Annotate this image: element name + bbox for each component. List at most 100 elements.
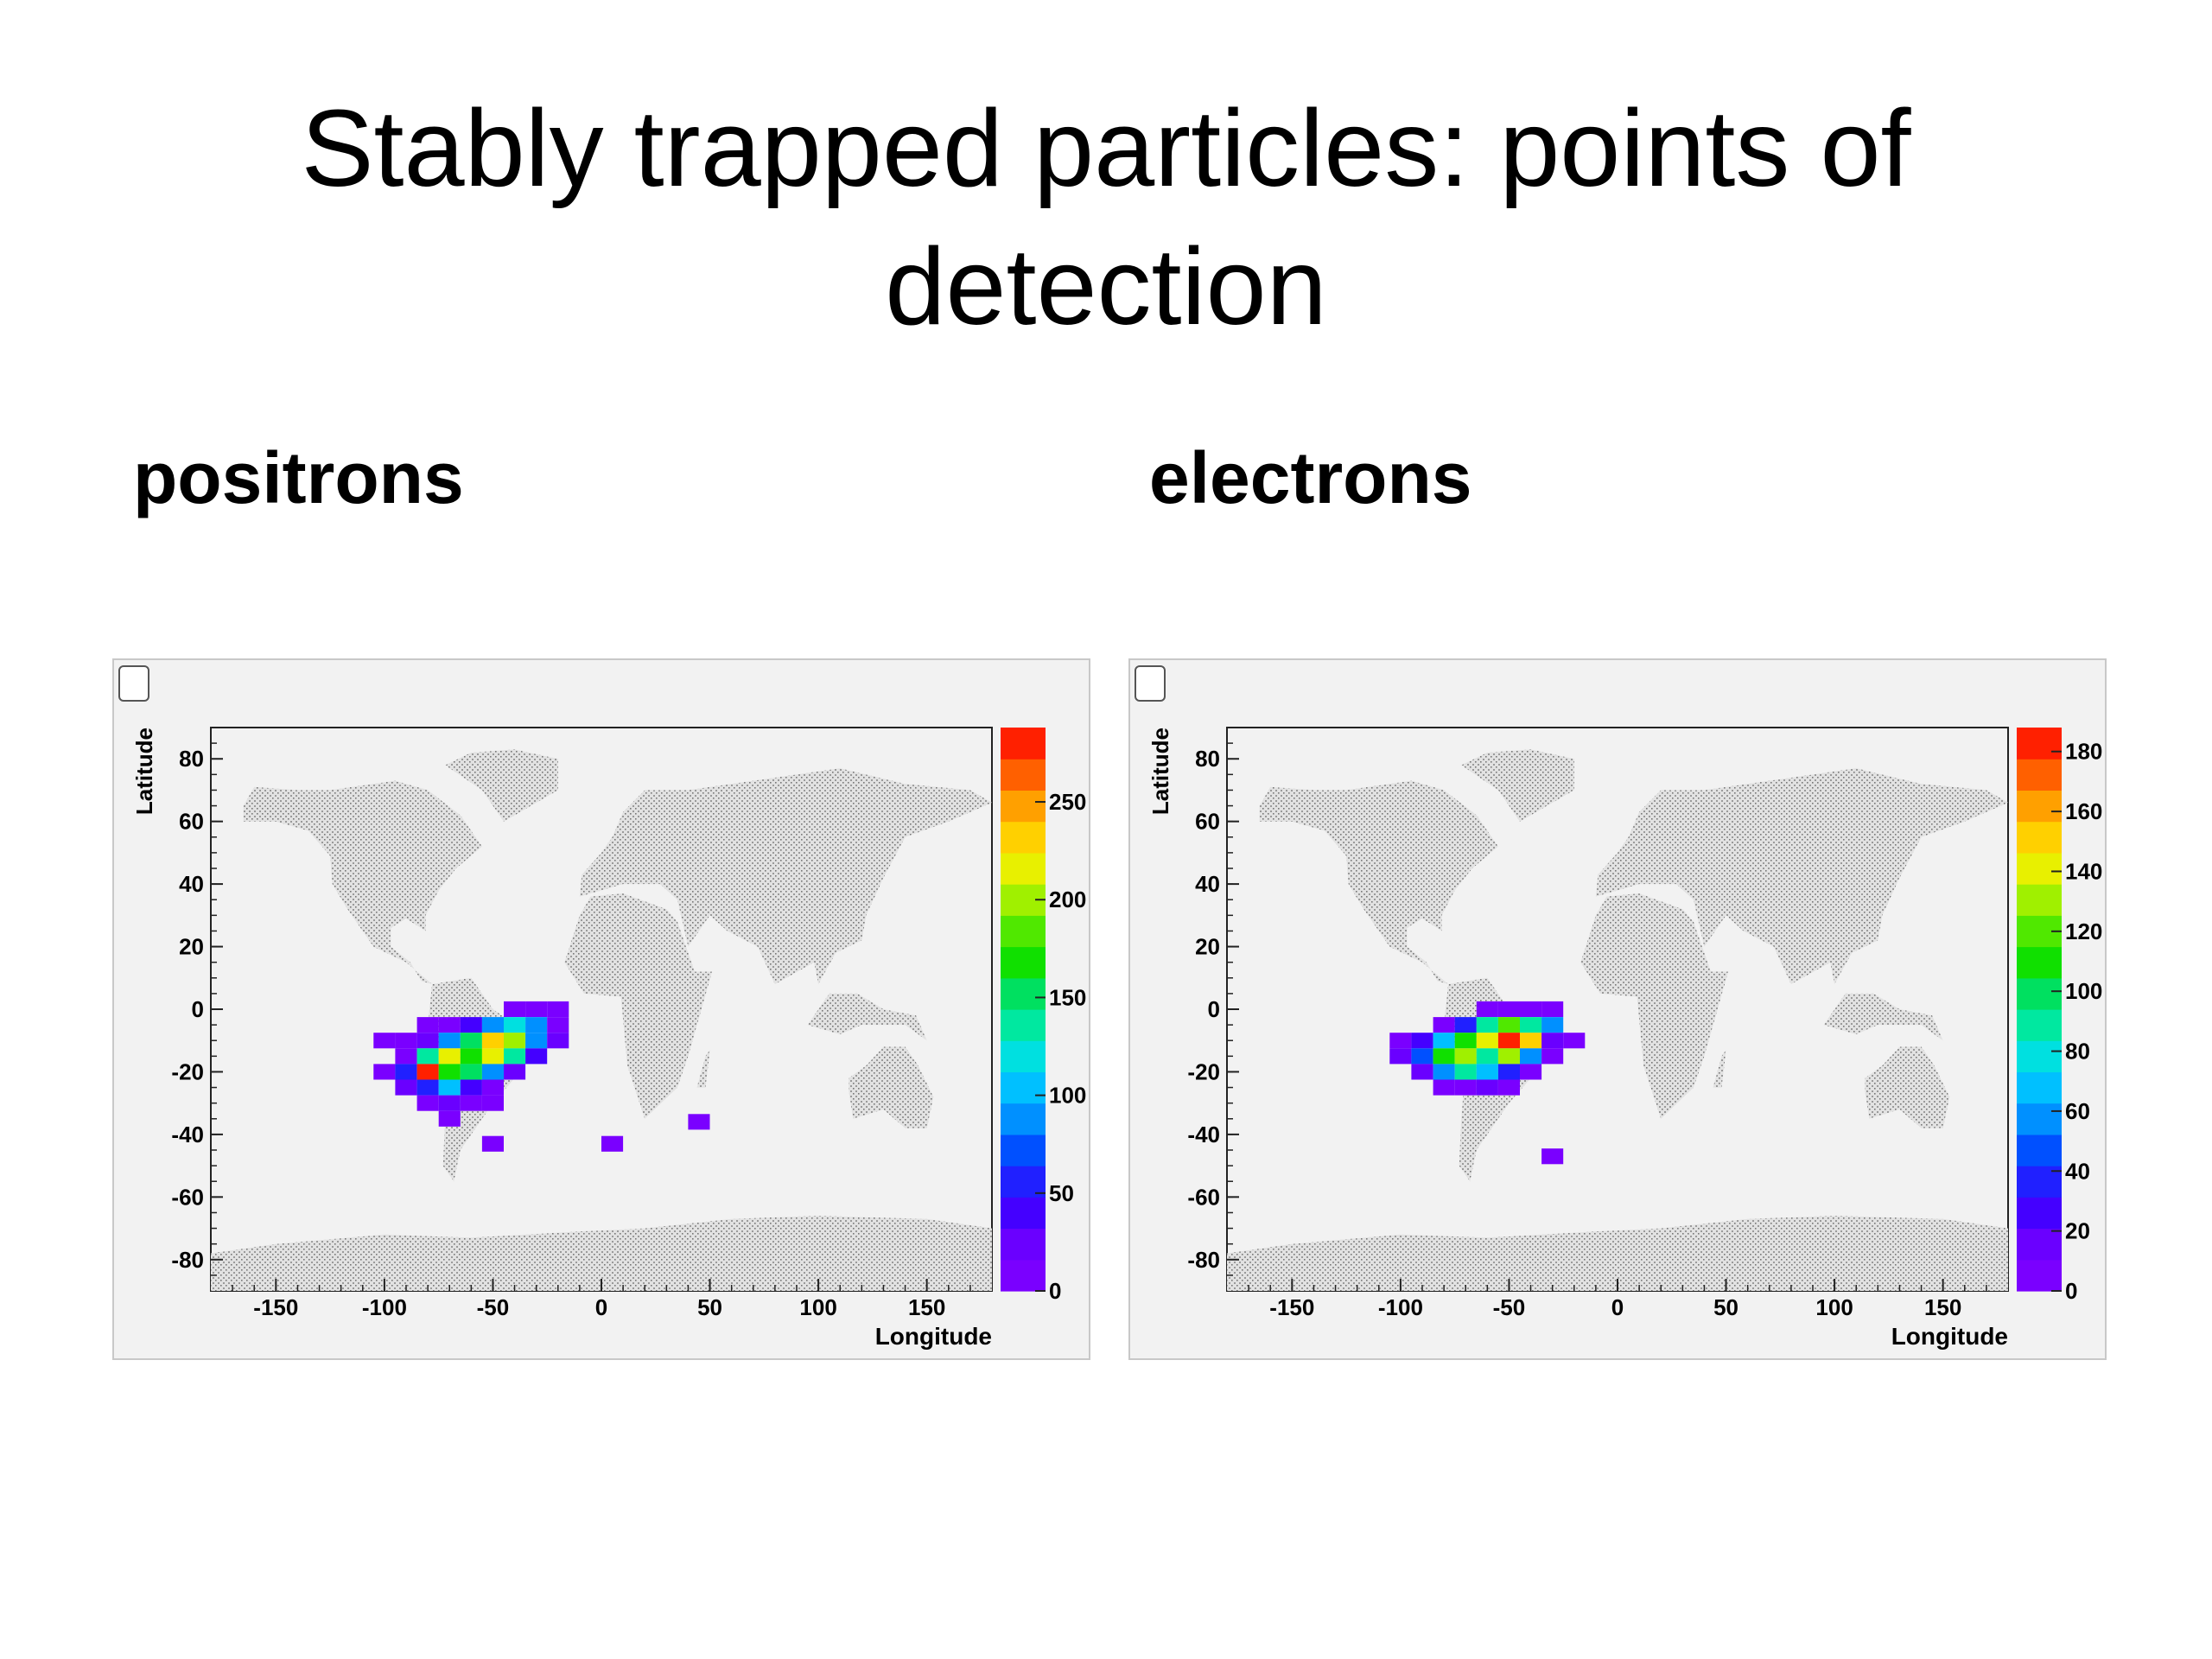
heatmap-cell — [1497, 1048, 1520, 1065]
colorbar-segment — [1001, 728, 1046, 760]
heatmap-cell — [395, 1033, 417, 1049]
heatmap-cell — [481, 1095, 504, 1111]
heatmap-cell — [547, 1017, 569, 1033]
x-tick-label: -100 — [362, 1294, 407, 1320]
positrons-label: positrons — [133, 437, 464, 518]
frame-toggle-icon — [1135, 665, 1166, 702]
heatmap-cell — [504, 1064, 526, 1080]
heatmap-cell — [547, 1001, 569, 1017]
heatmap-cell — [1497, 1017, 1520, 1033]
y-tick-label: -40 — [1187, 1122, 1220, 1147]
colorbar-segment — [1001, 1071, 1046, 1104]
colorbar-segment — [1001, 1009, 1046, 1041]
colorbar-tick-label: 100 — [2065, 978, 2102, 1004]
colorbar-segment — [1001, 1103, 1046, 1135]
colorbar-tick-label: 120 — [2065, 918, 2102, 944]
slide-title: Stably trapped particles: points of dete… — [301, 87, 1911, 347]
heatmap-cell — [1541, 1148, 1564, 1165]
colorbar-tick-label: 80 — [2065, 1039, 2090, 1065]
landmass-3 — [564, 893, 713, 1119]
colorbar-segment — [2017, 821, 2062, 854]
heatmap-cell — [1541, 1017, 1564, 1033]
colorbar-segment — [1001, 790, 1046, 823]
heatmap-cell — [460, 1095, 482, 1111]
y-tick-label: -40 — [171, 1122, 204, 1147]
electrons-chart-panel: -150 -100 -50 0 50 100 150 80 60 40 20 0 -20 -40 -60 -8… — [1128, 658, 2107, 1360]
heatmap-cell — [416, 1095, 439, 1111]
colorbar-tick-label: 250 — [1049, 789, 1086, 815]
y-tick-label: -20 — [1187, 1058, 1220, 1084]
y-tick-label: 60 — [179, 809, 204, 835]
heatmap-cell — [1433, 1033, 1455, 1049]
y-tick-label: 20 — [179, 934, 204, 960]
colorbar-tick-label: 100 — [1049, 1083, 1086, 1109]
y-axis-label: Latitude — [1147, 728, 1173, 815]
y-tick-label: 0 — [192, 996, 204, 1022]
colorbar-segment — [2017, 1071, 2062, 1104]
landmass-7 — [1823, 993, 1943, 1041]
heatmap-cell — [438, 1079, 461, 1096]
colorbar-tick-label: 180 — [2065, 739, 2102, 765]
heatmap-cell — [504, 1017, 526, 1033]
heatmap-cell — [1454, 1079, 1477, 1096]
heatmap-cell — [1433, 1064, 1455, 1080]
heatmap-cell — [416, 1064, 439, 1080]
colorbar-tick-label: 40 — [2065, 1158, 2090, 1184]
heatmap-cell — [1476, 1079, 1498, 1096]
colorbar-segment — [1001, 946, 1046, 979]
heatmap-cell — [1433, 1048, 1455, 1065]
colorbar-segment — [2017, 1040, 2062, 1072]
heatmap-cell — [438, 1033, 461, 1049]
x-axis-label: Longitude — [1891, 1323, 2008, 1350]
heatmap-cell — [481, 1048, 504, 1065]
y-tick-label: 40 — [1195, 871, 1220, 897]
heatmap-cell — [481, 1017, 504, 1033]
x-tick-label: -50 — [1493, 1294, 1526, 1320]
colorbar-tick-label: 160 — [2065, 798, 2102, 824]
heatmap-cell — [395, 1048, 417, 1065]
heatmap-cell — [416, 1048, 439, 1065]
heatmap-cell — [481, 1079, 504, 1096]
colorbar-tick-label: 0 — [1049, 1278, 1061, 1304]
heatmap-cell — [1411, 1048, 1433, 1065]
y-tick-label: 20 — [1195, 934, 1220, 960]
heatmap-cell — [1497, 1064, 1520, 1080]
heatmap-cell — [373, 1064, 396, 1080]
x-tick-label: 100 — [1815, 1294, 1853, 1320]
colorbar-segment — [2017, 1197, 2062, 1230]
heatmap-cell — [1520, 1064, 1542, 1080]
colorbar-segment — [2017, 884, 2062, 916]
heatmap-cell — [438, 1110, 461, 1127]
heatmap-cell — [395, 1079, 417, 1096]
landmass-8 — [1227, 1216, 2008, 1291]
heatmap-cell — [481, 1064, 504, 1080]
heatmap-cell — [481, 1135, 504, 1152]
heatmap-cell — [504, 1001, 526, 1017]
x-tick-label: 100 — [799, 1294, 836, 1320]
colorbar-segment — [2017, 1103, 2062, 1135]
heatmap-cell — [1433, 1017, 1455, 1033]
landmass-5 — [1865, 1046, 1950, 1128]
heatmap-cell — [1476, 1064, 1498, 1080]
heatmap-cell — [525, 1033, 548, 1049]
colorbar-segment — [2017, 1009, 2062, 1041]
heatmap-cell — [460, 1033, 482, 1049]
landmass-4 — [579, 768, 992, 984]
colorbar-segment — [2017, 852, 2062, 885]
colorbar-segment — [1001, 1197, 1046, 1230]
x-tick-label: 0 — [1611, 1294, 1624, 1320]
landmass-6 — [1713, 1050, 1726, 1088]
heatmap-cell — [1454, 1033, 1477, 1049]
heatmap-cell — [438, 1095, 461, 1111]
colorbar-segment — [2017, 946, 2062, 979]
colorbar-segment — [1001, 852, 1046, 885]
colorbar-segment — [1001, 1228, 1046, 1261]
heatmap-cell — [460, 1017, 482, 1033]
heatmap-cell — [1520, 1001, 1542, 1017]
colorbar-tick-label: 50 — [1049, 1180, 1074, 1206]
y-tick-label: 0 — [1208, 996, 1220, 1022]
heatmap-cell — [1520, 1048, 1542, 1065]
heatmap-cell — [1520, 1017, 1542, 1033]
x-tick-label: 50 — [1713, 1294, 1738, 1320]
heatmap-cell — [1389, 1048, 1412, 1065]
